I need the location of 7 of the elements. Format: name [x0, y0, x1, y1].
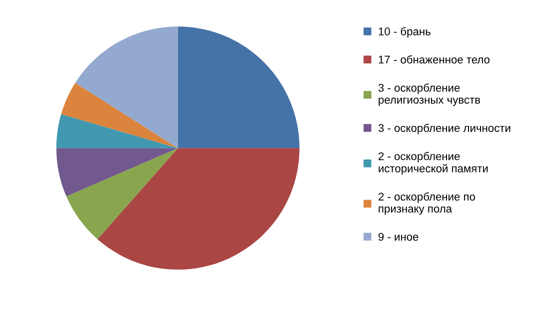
legend-label: 9 - иное [378, 232, 418, 241]
legend-label: 2 - оскорбление исторической памяти [378, 152, 488, 175]
legend-label: 10 - брань [378, 27, 430, 38]
legend-label: 3 - оскорбление религиозных чувств [378, 83, 480, 106]
legend-label: 17 - обнаженное тело [378, 55, 490, 64]
legend-label: 3 - оскорбление личности [378, 124, 510, 134]
legend-label: 2 - оскорбление по признаку пола [378, 192, 476, 215]
